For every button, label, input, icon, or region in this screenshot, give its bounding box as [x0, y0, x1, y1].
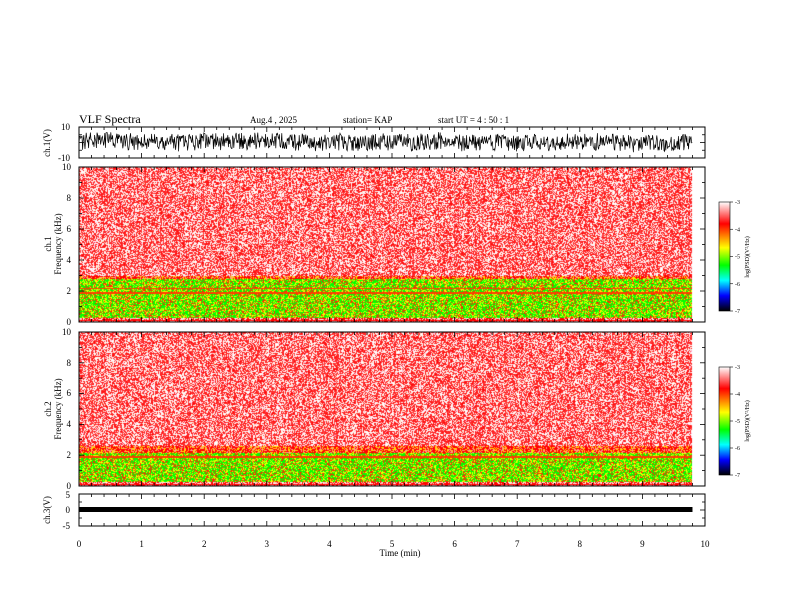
x-tick-label: 7 — [515, 539, 520, 549]
colorbar-tick-label: -4 — [735, 392, 740, 398]
ch2-spec-ytick-0: 0 — [67, 481, 72, 491]
x-tick-label: 10 — [701, 539, 711, 549]
ch1-waveform-ticks — [78, 126, 706, 159]
ch3-wave-ytick-0: 0 — [66, 505, 71, 515]
ch2-spec-ytick-8: 8 — [67, 358, 72, 368]
ch2-spectrogram-panel: 10 8 6 4 2 0 ch.2Frequency (kHz) — [43, 327, 706, 491]
ch2-colorbar-label: log(PSD)(V²/Hz) — [744, 400, 751, 441]
colorbar-tick-label: -4 — [735, 227, 740, 233]
colorbar-tick-label: -7 — [735, 473, 740, 479]
ch3-waveform-panel: 5 0 -5 ch.3(V) — [42, 490, 706, 531]
ch3-wave-ytick-m5: -5 — [63, 521, 71, 531]
ch3-waveform-trace — [79, 507, 693, 512]
x-tick-label: 6 — [452, 539, 457, 549]
ch3-wave-ylabel: ch.3(V) — [42, 496, 52, 524]
ch1-spec-ytick-4: 4 — [67, 255, 72, 265]
ch1-colorbar-ticks: -3 -4 -5 -6 -7 — [730, 200, 740, 315]
ch2-colorbar-ticks: -3 -4 -5 -6 -7 — [730, 365, 740, 479]
ch1-spectrogram-ticks — [78, 166, 706, 323]
x-axis-tick-labels: 0 1 2 3 4 5 6 7 8 9 10 — [77, 539, 710, 549]
x-tick-label: 9 — [640, 539, 645, 549]
ch1-waveform-panel: 10 -10 ch.1(V) — [42, 122, 706, 163]
ch2-spec-ytick-10: 10 — [62, 327, 72, 337]
header-start-time: start UT = 4 : 50 : 1 — [438, 115, 509, 125]
x-tick-label: 8 — [578, 539, 583, 549]
ch1-spec-ylabel: ch.1Frequency (kHz) — [43, 213, 63, 274]
x-tick-label: 0 — [77, 539, 82, 549]
ch1-wave-ytick-bottom: -10 — [58, 153, 70, 163]
ch1-spec-ytick-6: 6 — [67, 224, 72, 234]
colorbar-tick-label: -7 — [735, 309, 740, 315]
ch2-spectrogram-image — [79, 332, 705, 486]
ch3-waveform-ticks — [78, 493, 706, 527]
ch1-spectrogram-image — [79, 167, 705, 322]
ch2-colorbar-gradient — [718, 366, 731, 476]
x-tick-label: 1 — [139, 539, 144, 549]
ch1-colorbar-label: log(PSD)(V²/Hz) — [744, 236, 751, 277]
ch1-spec-ytick-8: 8 — [67, 193, 72, 203]
ch3-wave-ytick-5: 5 — [66, 490, 71, 500]
ch1-waveform-trace — [78, 132, 693, 153]
colorbar-tick-label: -6 — [735, 446, 740, 452]
ch1-waveform-plot — [78, 132, 693, 153]
ch1-spec-ytick-10: 10 — [62, 162, 72, 172]
header-date: Aug.4 , 2025 — [250, 115, 297, 125]
ch2-spec-ytick-4: 4 — [67, 419, 72, 429]
ch3-waveform-plot — [79, 507, 693, 512]
ch1-spectrogram-panel: 10 8 6 4 2 0 ch.1Frequency (kHz) — [43, 162, 706, 327]
ch1-colorbar: -3 -4 -5 -6 -7 log(PSD)(V²/Hz) — [718, 200, 751, 315]
figure-title: VLF Spectra — [79, 112, 141, 126]
x-tick-label: 5 — [390, 539, 395, 549]
colorbar-tick-label: -6 — [735, 282, 740, 288]
colorbar-tick-label: -5 — [735, 419, 740, 425]
ch1-wave-ytick-top: 10 — [61, 122, 71, 132]
ch2-spec-ytick-2: 2 — [67, 450, 72, 460]
x-axis-label: Time (min) — [380, 548, 421, 558]
ch2-spec-ylabel: ch.2Frequency (kHz) — [43, 378, 63, 439]
x-tick-label: 2 — [202, 539, 207, 549]
ch2-colorbar: -3 -4 -5 -6 -7 log(PSD)(V²/Hz) — [718, 365, 751, 479]
ch1-spec-ytick-2: 2 — [67, 286, 72, 296]
colorbar-tick-label: -5 — [735, 255, 740, 261]
ch2-spec-ytick-6: 6 — [67, 388, 72, 398]
ch1-wave-ylabel: ch.1(V) — [42, 129, 52, 157]
x-tick-label: 3 — [265, 539, 270, 549]
ch1-spec-ytick-0: 0 — [67, 317, 72, 327]
ch1-colorbar-gradient — [718, 201, 731, 312]
ch2-spectrogram-ticks — [78, 331, 706, 487]
x-tick-label: 4 — [327, 539, 332, 549]
colorbar-tick-label: -3 — [735, 200, 740, 206]
header-station: station= KAP — [343, 115, 392, 125]
colorbar-tick-label: -3 — [735, 365, 740, 371]
